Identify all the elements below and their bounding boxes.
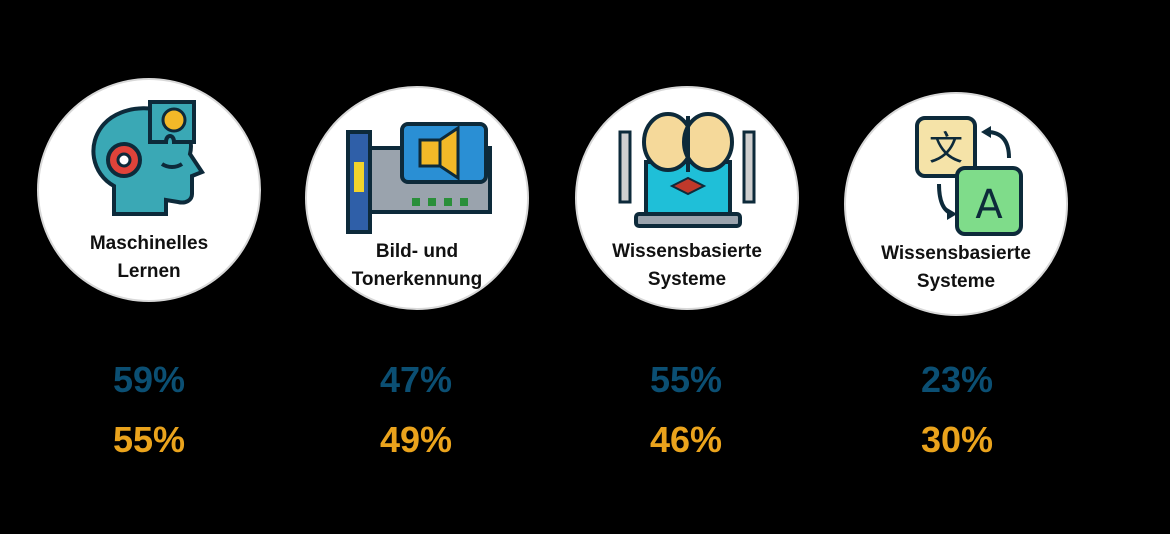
category-card-image-sound-recognition: Bild- und Tonerkennung (305, 86, 529, 310)
svg-text:文: 文 (929, 129, 963, 169)
category-card-knowledge-systems-2: 文 A Wissensbasierte Systeme (844, 92, 1068, 316)
translate-icon: 文 A (881, 108, 1031, 242)
card-label: Wissensbasierte Systeme (612, 241, 762, 290)
brain-gear-icon (74, 94, 224, 228)
value-secondary: 46% (649, 419, 723, 460)
svg-text:A: A (975, 182, 1003, 228)
value-primary: 59% (112, 359, 186, 400)
category-card-knowledge-systems-1: Wissensbasierte Systeme (575, 86, 799, 310)
value-secondary: 49% (379, 419, 453, 460)
category-card-machine-learning: Maschinelles Lernen (37, 78, 261, 302)
value-primary: 47% (379, 359, 453, 400)
value-primary: 55% (649, 359, 723, 400)
card-label: Maschinelles Lernen (89, 233, 209, 282)
value-secondary: 55% (112, 419, 186, 460)
value-secondary: 30% (920, 419, 994, 460)
card-label: Wissensbasierte Systeme (881, 243, 1031, 292)
laptop-brain-icon (612, 102, 762, 236)
card-label: Bild- und Tonerkennung (351, 241, 483, 290)
sound-card-icon (342, 102, 492, 236)
value-primary: 23% (920, 359, 994, 400)
